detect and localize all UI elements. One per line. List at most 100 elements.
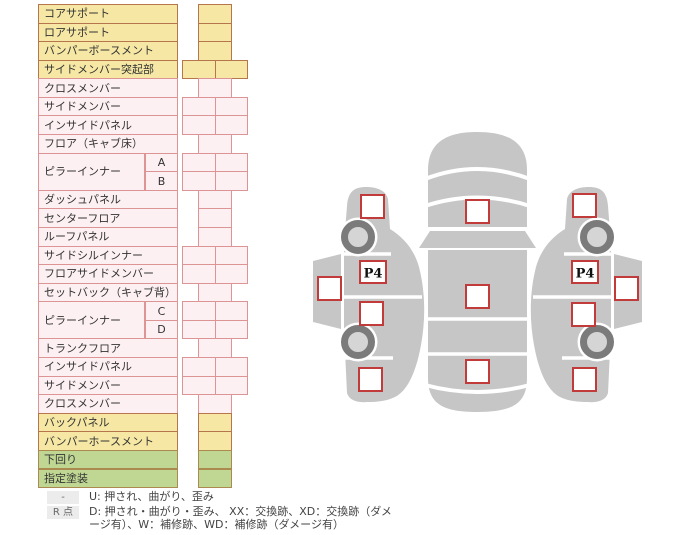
right-side-body (530, 187, 611, 403)
wheel-outline (577, 217, 617, 257)
damage-cell[interactable] (182, 59, 216, 80)
legend-text: D: 押され・曲がり・歪み、 XX：交換跡、XD：交換跡（ダメージ有）、W：補修… (89, 505, 392, 531)
left-panel-dividers (344, 252, 422, 360)
part-label: コアサポート (38, 4, 178, 24)
part-label: サイドメンバー (38, 96, 178, 117)
damage-cell[interactable] (214, 264, 248, 284)
part-label: フロアサイドメンバー (38, 264, 178, 284)
right-front-fender-checkpoint[interactable] (572, 193, 597, 218)
damage-cell[interactable] (214, 115, 248, 136)
right-center-checkpoint[interactable] (571, 302, 596, 327)
part-label: クロスメンバー (38, 78, 178, 98)
part-label: ロアサポート (38, 22, 178, 43)
windshield-gap (424, 227, 531, 250)
part-label: ピラーインナー (38, 301, 145, 340)
damage-cell[interactable] (214, 301, 248, 321)
part-label: センターフロア (38, 208, 178, 228)
right-panel-dividers (533, 252, 611, 360)
part-label: インサイドパネル (38, 357, 178, 377)
top-hood-checkpoint[interactable] (465, 199, 490, 224)
wheel-icon (580, 325, 614, 359)
damage-cell[interactable] (182, 375, 216, 396)
right-door-checkpoint[interactable] (614, 276, 639, 301)
windshield-arrow (419, 231, 536, 248)
damage-cell[interactable] (198, 468, 232, 489)
left-door-checkpoint[interactable] (317, 276, 342, 301)
diagram-overlay-layer: P4 P4 (317, 193, 639, 392)
left-p4-badge[interactable] (359, 260, 387, 284)
part-sub-label: D (145, 319, 178, 340)
damage-cell[interactable] (198, 338, 232, 359)
legend: - U: 押され、曲がり、歪み R 点 D: 押され・曲がり・歪み、 XX：交換跡、X… (47, 490, 407, 533)
part-label: インサイドパネル (38, 115, 178, 136)
damage-cell[interactable] (198, 4, 232, 24)
damage-cell[interactable] (198, 282, 232, 303)
damage-cell[interactable] (198, 394, 232, 414)
part-label: バンパーボースメント (38, 41, 178, 61)
damage-cell[interactable] (214, 357, 248, 377)
damage-cell[interactable] (214, 171, 248, 191)
damage-cell[interactable] (182, 152, 216, 173)
damage-cell[interactable] (214, 96, 248, 117)
top-view-body (428, 132, 527, 412)
car-top-view (419, 132, 536, 412)
left-rear-fender-checkpoint[interactable] (358, 367, 383, 392)
damage-cell[interactable] (198, 412, 232, 433)
part-label: ダッシュパネル (38, 189, 178, 210)
damage-cell[interactable] (198, 208, 232, 228)
wheel-icon (580, 220, 614, 254)
part-label: バックパネル (38, 412, 178, 433)
part-label: ルーフパネル (38, 226, 178, 247)
damage-cell[interactable] (182, 319, 216, 340)
damage-cell[interactable] (182, 264, 216, 284)
wheel-outline (338, 322, 378, 362)
part-sub-label: A (145, 152, 178, 173)
right-p4-badge[interactable] (571, 260, 599, 284)
damage-cell[interactable] (182, 245, 216, 266)
right-door-panel (614, 254, 642, 329)
part-label: クロスメンバー (38, 394, 178, 414)
part-label: サイドメンバー突起部 (38, 59, 178, 80)
damage-cell[interactable] (198, 449, 232, 470)
wheel-outline (577, 322, 617, 362)
car-right-side-view (530, 187, 642, 403)
damage-cell[interactable] (182, 357, 216, 377)
left-center-checkpoint[interactable] (359, 301, 384, 326)
top-view-dividers (424, 167, 531, 394)
damage-cell[interactable] (214, 59, 248, 80)
damage-cell[interactable] (182, 301, 216, 321)
wheel-icon (341, 325, 375, 359)
damage-cell[interactable] (198, 431, 232, 451)
top-roof-checkpoint[interactable] (465, 284, 490, 309)
part-label: バンパーホースメント (38, 431, 178, 451)
part-label: トランクフロア (38, 338, 178, 359)
top-rear-checkpoint[interactable] (465, 359, 490, 384)
top-view-lines (428, 317, 527, 356)
damage-cell[interactable] (214, 375, 248, 396)
part-label: サイドメンバー (38, 375, 178, 396)
damage-cell[interactable] (198, 134, 232, 154)
wheel-outline (338, 217, 378, 257)
part-label: フロア（キャブ床） (38, 134, 178, 154)
damage-cell[interactable] (198, 189, 232, 210)
part-label: ピラーインナー (38, 152, 145, 191)
left-front-fender-checkpoint[interactable] (360, 194, 385, 219)
part-label: サイドシルインナー (38, 245, 178, 266)
left-side-body (344, 187, 425, 403)
right-rear-fender-checkpoint[interactable] (572, 367, 597, 392)
legend-item: - U: 押され、曲がり、歪み (47, 490, 407, 504)
damage-cell[interactable] (198, 22, 232, 43)
damage-cell[interactable] (182, 171, 216, 191)
damage-cell[interactable] (214, 319, 248, 340)
damage-cell[interactable] (198, 78, 232, 98)
legend-item: R 点 D: 押され・曲がり・歪み、 XX：交換跡、XD：交換跡（ダメージ有）、W… (47, 505, 407, 531)
part-label: 指定塗装 (38, 468, 178, 489)
car-left-side-view (313, 187, 425, 403)
damage-cell[interactable] (198, 41, 232, 61)
damage-cell[interactable] (182, 115, 216, 136)
damage-cell[interactable] (182, 96, 216, 117)
damage-cell[interactable] (198, 226, 232, 247)
damage-cell[interactable] (214, 245, 248, 266)
damage-cell[interactable] (214, 152, 248, 173)
